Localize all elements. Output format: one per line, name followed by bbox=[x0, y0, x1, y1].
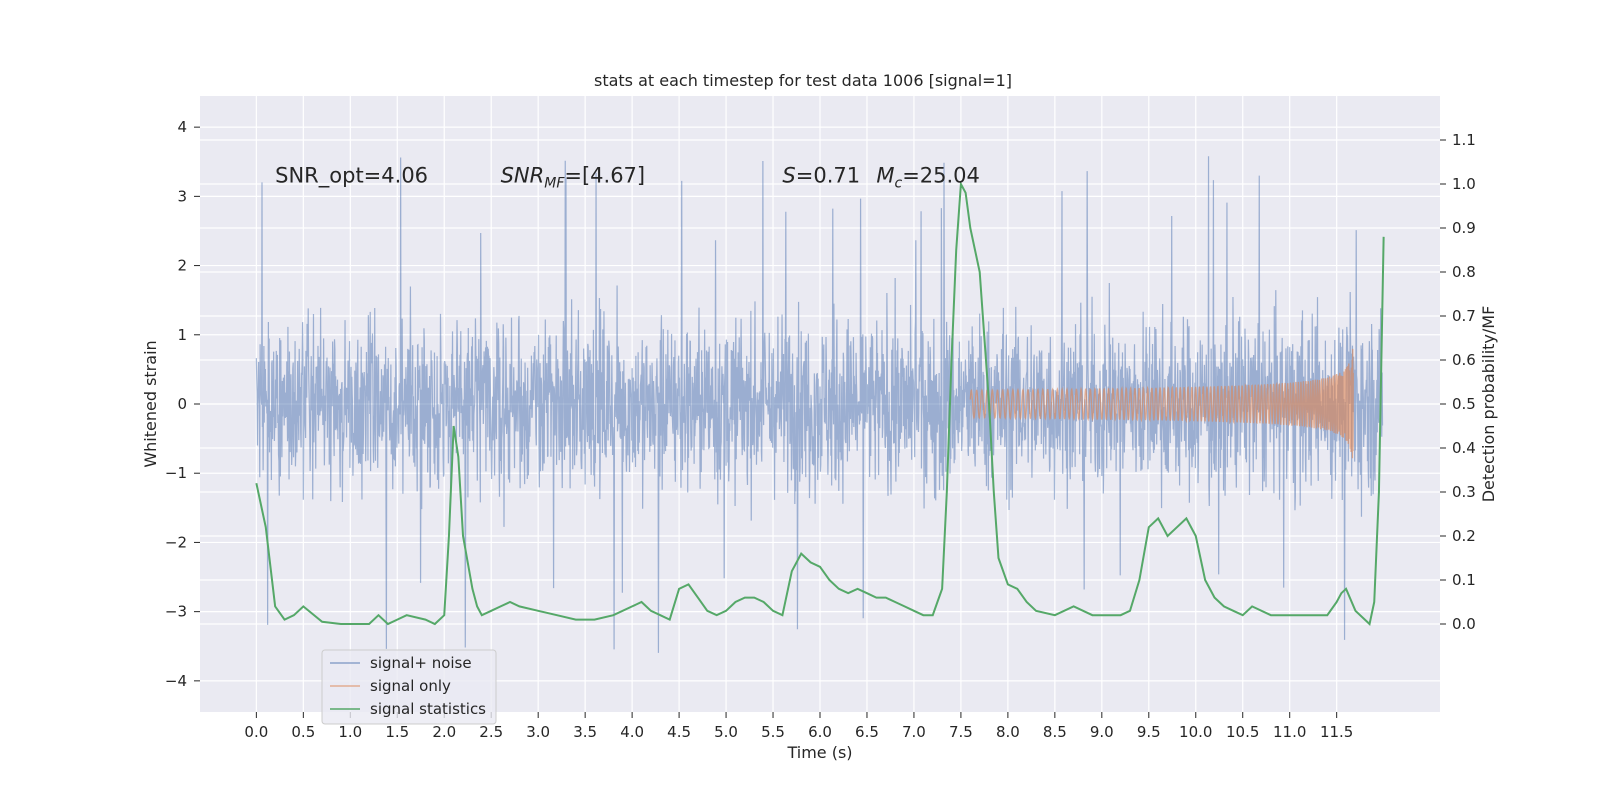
annotation-s: S=0.71 bbox=[782, 164, 860, 188]
x-tick-label: 0.0 bbox=[244, 723, 268, 741]
chart-title: stats at each timestep for test data 100… bbox=[594, 71, 1012, 90]
x-tick-label: 7.5 bbox=[949, 723, 973, 741]
statistics-line bbox=[255, 180, 1385, 626]
x-tick-label: 4.0 bbox=[620, 723, 644, 741]
y-left-tick-label: 3 bbox=[177, 187, 187, 205]
signal-only-series bbox=[969, 348, 1354, 459]
y-right-tick-label: 0.9 bbox=[1452, 219, 1476, 237]
x-tick-label: 3.5 bbox=[573, 723, 597, 741]
x-tick-label: 7.0 bbox=[902, 723, 926, 741]
x-tick-label: 8.0 bbox=[996, 723, 1020, 741]
y-left-tick-label: 1 bbox=[177, 326, 187, 344]
annotation-snr-opt: SNR_opt=4.06 bbox=[275, 164, 428, 189]
y-right-tick-label: 0.6 bbox=[1452, 351, 1476, 369]
x-tick-label: 0.5 bbox=[291, 723, 315, 741]
x-tick-label: 6.0 bbox=[808, 723, 832, 741]
x-tick-label: 4.5 bbox=[667, 723, 691, 741]
statistics-series bbox=[255, 180, 1385, 626]
y-right-tick-label: 1.0 bbox=[1452, 175, 1476, 193]
x-tick-label: 2.5 bbox=[479, 723, 503, 741]
y-left-tick-label: 4 bbox=[177, 118, 187, 136]
legend-box bbox=[321, 649, 497, 725]
y-axis-left: 4 3 2 1 0 −1 −2 −3 −4 bbox=[165, 118, 200, 690]
x-tick-label: 10.0 bbox=[1179, 723, 1212, 741]
y-left-tick-label: 0 bbox=[177, 395, 187, 413]
legend-label-statistics: signal statistics bbox=[370, 700, 486, 718]
y-right-tick-label: 1.1 bbox=[1452, 131, 1476, 149]
x-tick-label: 9.5 bbox=[1137, 723, 1161, 741]
y-left-tick-label: 2 bbox=[177, 257, 187, 275]
y-axis-right: 1.1 1.0 0.9 0.8 0.7 0.6 0.5 0.4 0.3 0.2 0.1 0.0 bbox=[1440, 131, 1476, 633]
y-right-tick-label: 0.0 bbox=[1452, 615, 1476, 633]
x-tick-label: 11.5 bbox=[1320, 723, 1353, 741]
x-tick-label: 2.0 bbox=[432, 723, 456, 741]
x-tick-label: 3.0 bbox=[526, 723, 550, 741]
y-left-tick-label: −2 bbox=[165, 533, 187, 551]
y-right-tick-label: 0.7 bbox=[1452, 307, 1476, 325]
y-axis-right-label: Detection probability/MF bbox=[1479, 306, 1498, 503]
x-tick-label: 9.0 bbox=[1090, 723, 1114, 741]
x-tick-label: 6.5 bbox=[855, 723, 879, 741]
annotation-mc: Mc=25.04 bbox=[876, 164, 980, 192]
x-tick-label: 5.0 bbox=[714, 723, 738, 741]
x-tick-label: 1.5 bbox=[385, 723, 409, 741]
legend-label-noise: signal+ noise bbox=[370, 654, 472, 672]
x-axis: 0.0 0.5 1.0 1.5 2.0 2.5 3.0 3.5 4.0 4.5 5.0 5.5 6.0 6… bbox=[244, 712, 1353, 741]
x-axis-label: Time (s) bbox=[786, 743, 852, 762]
annotation-snr-mf: SNRMF=[4.67] bbox=[501, 164, 646, 192]
y-right-tick-label: 0.3 bbox=[1452, 483, 1476, 501]
legend-label-signal-only: signal only bbox=[370, 677, 451, 695]
y-left-tick-label: −4 bbox=[165, 672, 187, 690]
x-tick-label: 5.5 bbox=[761, 723, 785, 741]
x-tick-label: 1.0 bbox=[338, 723, 362, 741]
x-tick-label: 10.5 bbox=[1226, 723, 1259, 741]
y-right-tick-label: 0.1 bbox=[1452, 571, 1476, 589]
signal-only-line bbox=[969, 348, 1354, 459]
x-tick-label: 11.0 bbox=[1273, 723, 1306, 741]
annotations: SNR_opt=4.06 SNRMF=[4.67] S=0.71 Mc=25.04 bbox=[275, 164, 980, 192]
y-right-tick-label: 0.8 bbox=[1452, 263, 1476, 281]
y-right-tick-label: 0.2 bbox=[1452, 527, 1476, 545]
y-left-tick-label: −3 bbox=[165, 603, 187, 621]
legend: signal+ noise signal only signal statist… bbox=[321, 649, 497, 725]
x-tick-label: 8.5 bbox=[1043, 723, 1067, 741]
y-right-tick-label: 0.4 bbox=[1452, 439, 1476, 457]
y-axis-left-label: Whitened strain bbox=[141, 340, 160, 467]
y-right-tick-label: 0.5 bbox=[1452, 395, 1476, 413]
y-left-tick-label: −1 bbox=[165, 464, 187, 482]
